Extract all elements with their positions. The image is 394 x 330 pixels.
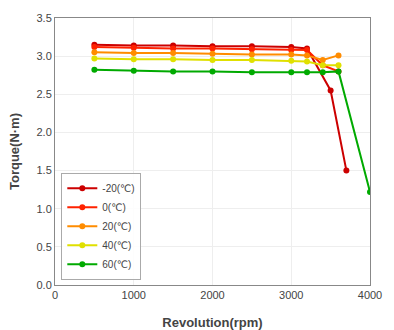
svg-text:2.0: 2.0: [37, 126, 52, 138]
svg-text:0.5: 0.5: [37, 241, 52, 253]
svg-text:20(℃): 20(℃): [102, 221, 131, 232]
svg-text:3.5: 3.5: [37, 12, 52, 24]
svg-text:4000: 4000: [358, 289, 382, 301]
svg-text:0(℃): 0(℃): [102, 202, 125, 213]
svg-text:1.0: 1.0: [37, 203, 52, 215]
svg-text:1000: 1000: [122, 289, 146, 301]
svg-text:3.0: 3.0: [37, 50, 52, 62]
svg-text:40(℃): 40(℃): [102, 240, 131, 251]
svg-text:60(℃): 60(℃): [102, 259, 131, 270]
svg-text:0: 0: [52, 289, 58, 301]
svg-text:Torque(N·m): Torque(N·m): [7, 113, 22, 190]
svg-text:-20(℃): -20(℃): [102, 183, 134, 194]
svg-text:3000: 3000: [279, 289, 303, 301]
svg-text:0.0: 0.0: [37, 279, 52, 291]
svg-text:2.5: 2.5: [37, 88, 52, 100]
svg-text:1.5: 1.5: [37, 164, 52, 176]
svg-text:2000: 2000: [200, 289, 224, 301]
svg-text:Revolution(rpm): Revolution(rpm): [162, 315, 262, 330]
